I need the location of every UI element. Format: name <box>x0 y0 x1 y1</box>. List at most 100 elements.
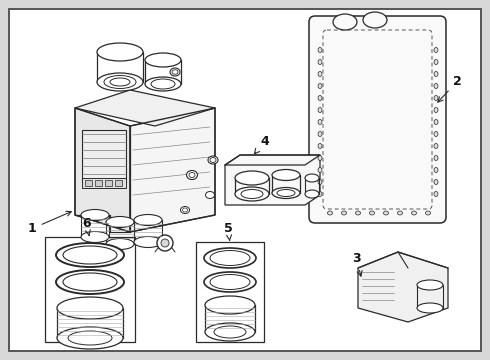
Ellipse shape <box>205 192 215 198</box>
Ellipse shape <box>110 78 130 86</box>
Ellipse shape <box>434 180 438 185</box>
Ellipse shape <box>63 273 117 291</box>
Ellipse shape <box>318 72 322 77</box>
Ellipse shape <box>305 190 319 198</box>
Ellipse shape <box>318 59 322 64</box>
Polygon shape <box>75 90 215 126</box>
Ellipse shape <box>342 211 346 215</box>
Ellipse shape <box>157 235 173 251</box>
Polygon shape <box>225 155 320 205</box>
Ellipse shape <box>182 208 188 212</box>
FancyBboxPatch shape <box>309 16 446 223</box>
Ellipse shape <box>272 188 300 198</box>
Ellipse shape <box>180 207 190 213</box>
Ellipse shape <box>356 211 361 215</box>
Ellipse shape <box>272 170 300 180</box>
Ellipse shape <box>434 131 438 136</box>
Ellipse shape <box>210 251 250 266</box>
Bar <box>82 178 126 188</box>
Ellipse shape <box>151 79 175 89</box>
Text: 6: 6 <box>82 217 91 235</box>
Bar <box>82 130 126 182</box>
Ellipse shape <box>241 189 263 198</box>
Ellipse shape <box>434 120 438 125</box>
Ellipse shape <box>318 84 322 89</box>
Ellipse shape <box>363 12 387 28</box>
Text: 1: 1 <box>28 211 72 235</box>
Ellipse shape <box>189 172 195 177</box>
Ellipse shape <box>434 156 438 161</box>
Ellipse shape <box>434 167 438 172</box>
Ellipse shape <box>434 72 438 77</box>
Ellipse shape <box>327 211 333 215</box>
Ellipse shape <box>318 167 322 172</box>
Ellipse shape <box>318 156 322 161</box>
FancyBboxPatch shape <box>323 30 432 209</box>
Text: 2: 2 <box>438 75 462 102</box>
Ellipse shape <box>68 331 112 345</box>
Text: 4: 4 <box>254 135 269 154</box>
Bar <box>105 180 112 186</box>
Polygon shape <box>358 252 448 322</box>
Bar <box>95 180 102 186</box>
Ellipse shape <box>318 108 322 113</box>
Ellipse shape <box>170 68 180 76</box>
Ellipse shape <box>434 192 438 197</box>
Ellipse shape <box>145 77 181 91</box>
Ellipse shape <box>318 180 322 185</box>
Ellipse shape <box>104 76 136 89</box>
Ellipse shape <box>97 43 143 61</box>
Bar <box>85 180 92 186</box>
Ellipse shape <box>434 48 438 53</box>
Ellipse shape <box>210 274 250 289</box>
Ellipse shape <box>81 210 109 220</box>
Ellipse shape <box>63 246 117 264</box>
Ellipse shape <box>318 144 322 149</box>
Ellipse shape <box>56 243 124 267</box>
Ellipse shape <box>318 120 322 125</box>
Ellipse shape <box>81 231 109 243</box>
Ellipse shape <box>318 48 322 53</box>
Ellipse shape <box>106 239 134 249</box>
Ellipse shape <box>214 326 246 338</box>
Ellipse shape <box>210 158 216 162</box>
Ellipse shape <box>397 211 402 215</box>
Ellipse shape <box>417 303 443 313</box>
Ellipse shape <box>204 272 256 292</box>
Ellipse shape <box>205 296 255 314</box>
Polygon shape <box>75 108 130 232</box>
Text: 5: 5 <box>224 222 233 240</box>
Bar <box>45 237 135 342</box>
Ellipse shape <box>134 215 162 225</box>
Polygon shape <box>130 108 215 232</box>
Ellipse shape <box>235 171 269 185</box>
Ellipse shape <box>204 248 256 268</box>
Ellipse shape <box>56 270 124 294</box>
Ellipse shape <box>318 192 322 197</box>
Ellipse shape <box>57 297 123 319</box>
Ellipse shape <box>277 189 295 197</box>
Ellipse shape <box>106 216 134 228</box>
Ellipse shape <box>145 53 181 67</box>
Ellipse shape <box>434 59 438 64</box>
Ellipse shape <box>305 174 319 182</box>
Ellipse shape <box>425 211 431 215</box>
Ellipse shape <box>134 237 162 248</box>
Bar <box>115 180 122 186</box>
Ellipse shape <box>318 131 322 136</box>
Ellipse shape <box>172 70 178 74</box>
Ellipse shape <box>235 187 269 201</box>
Ellipse shape <box>434 95 438 100</box>
Ellipse shape <box>417 280 443 290</box>
Ellipse shape <box>412 211 416 215</box>
Ellipse shape <box>208 156 218 164</box>
Ellipse shape <box>57 327 123 349</box>
Text: 3: 3 <box>352 252 362 276</box>
Ellipse shape <box>205 323 255 341</box>
Ellipse shape <box>434 144 438 149</box>
Ellipse shape <box>384 211 389 215</box>
Bar <box>196 242 264 342</box>
Ellipse shape <box>161 239 169 247</box>
Ellipse shape <box>434 84 438 89</box>
Ellipse shape <box>333 14 357 30</box>
